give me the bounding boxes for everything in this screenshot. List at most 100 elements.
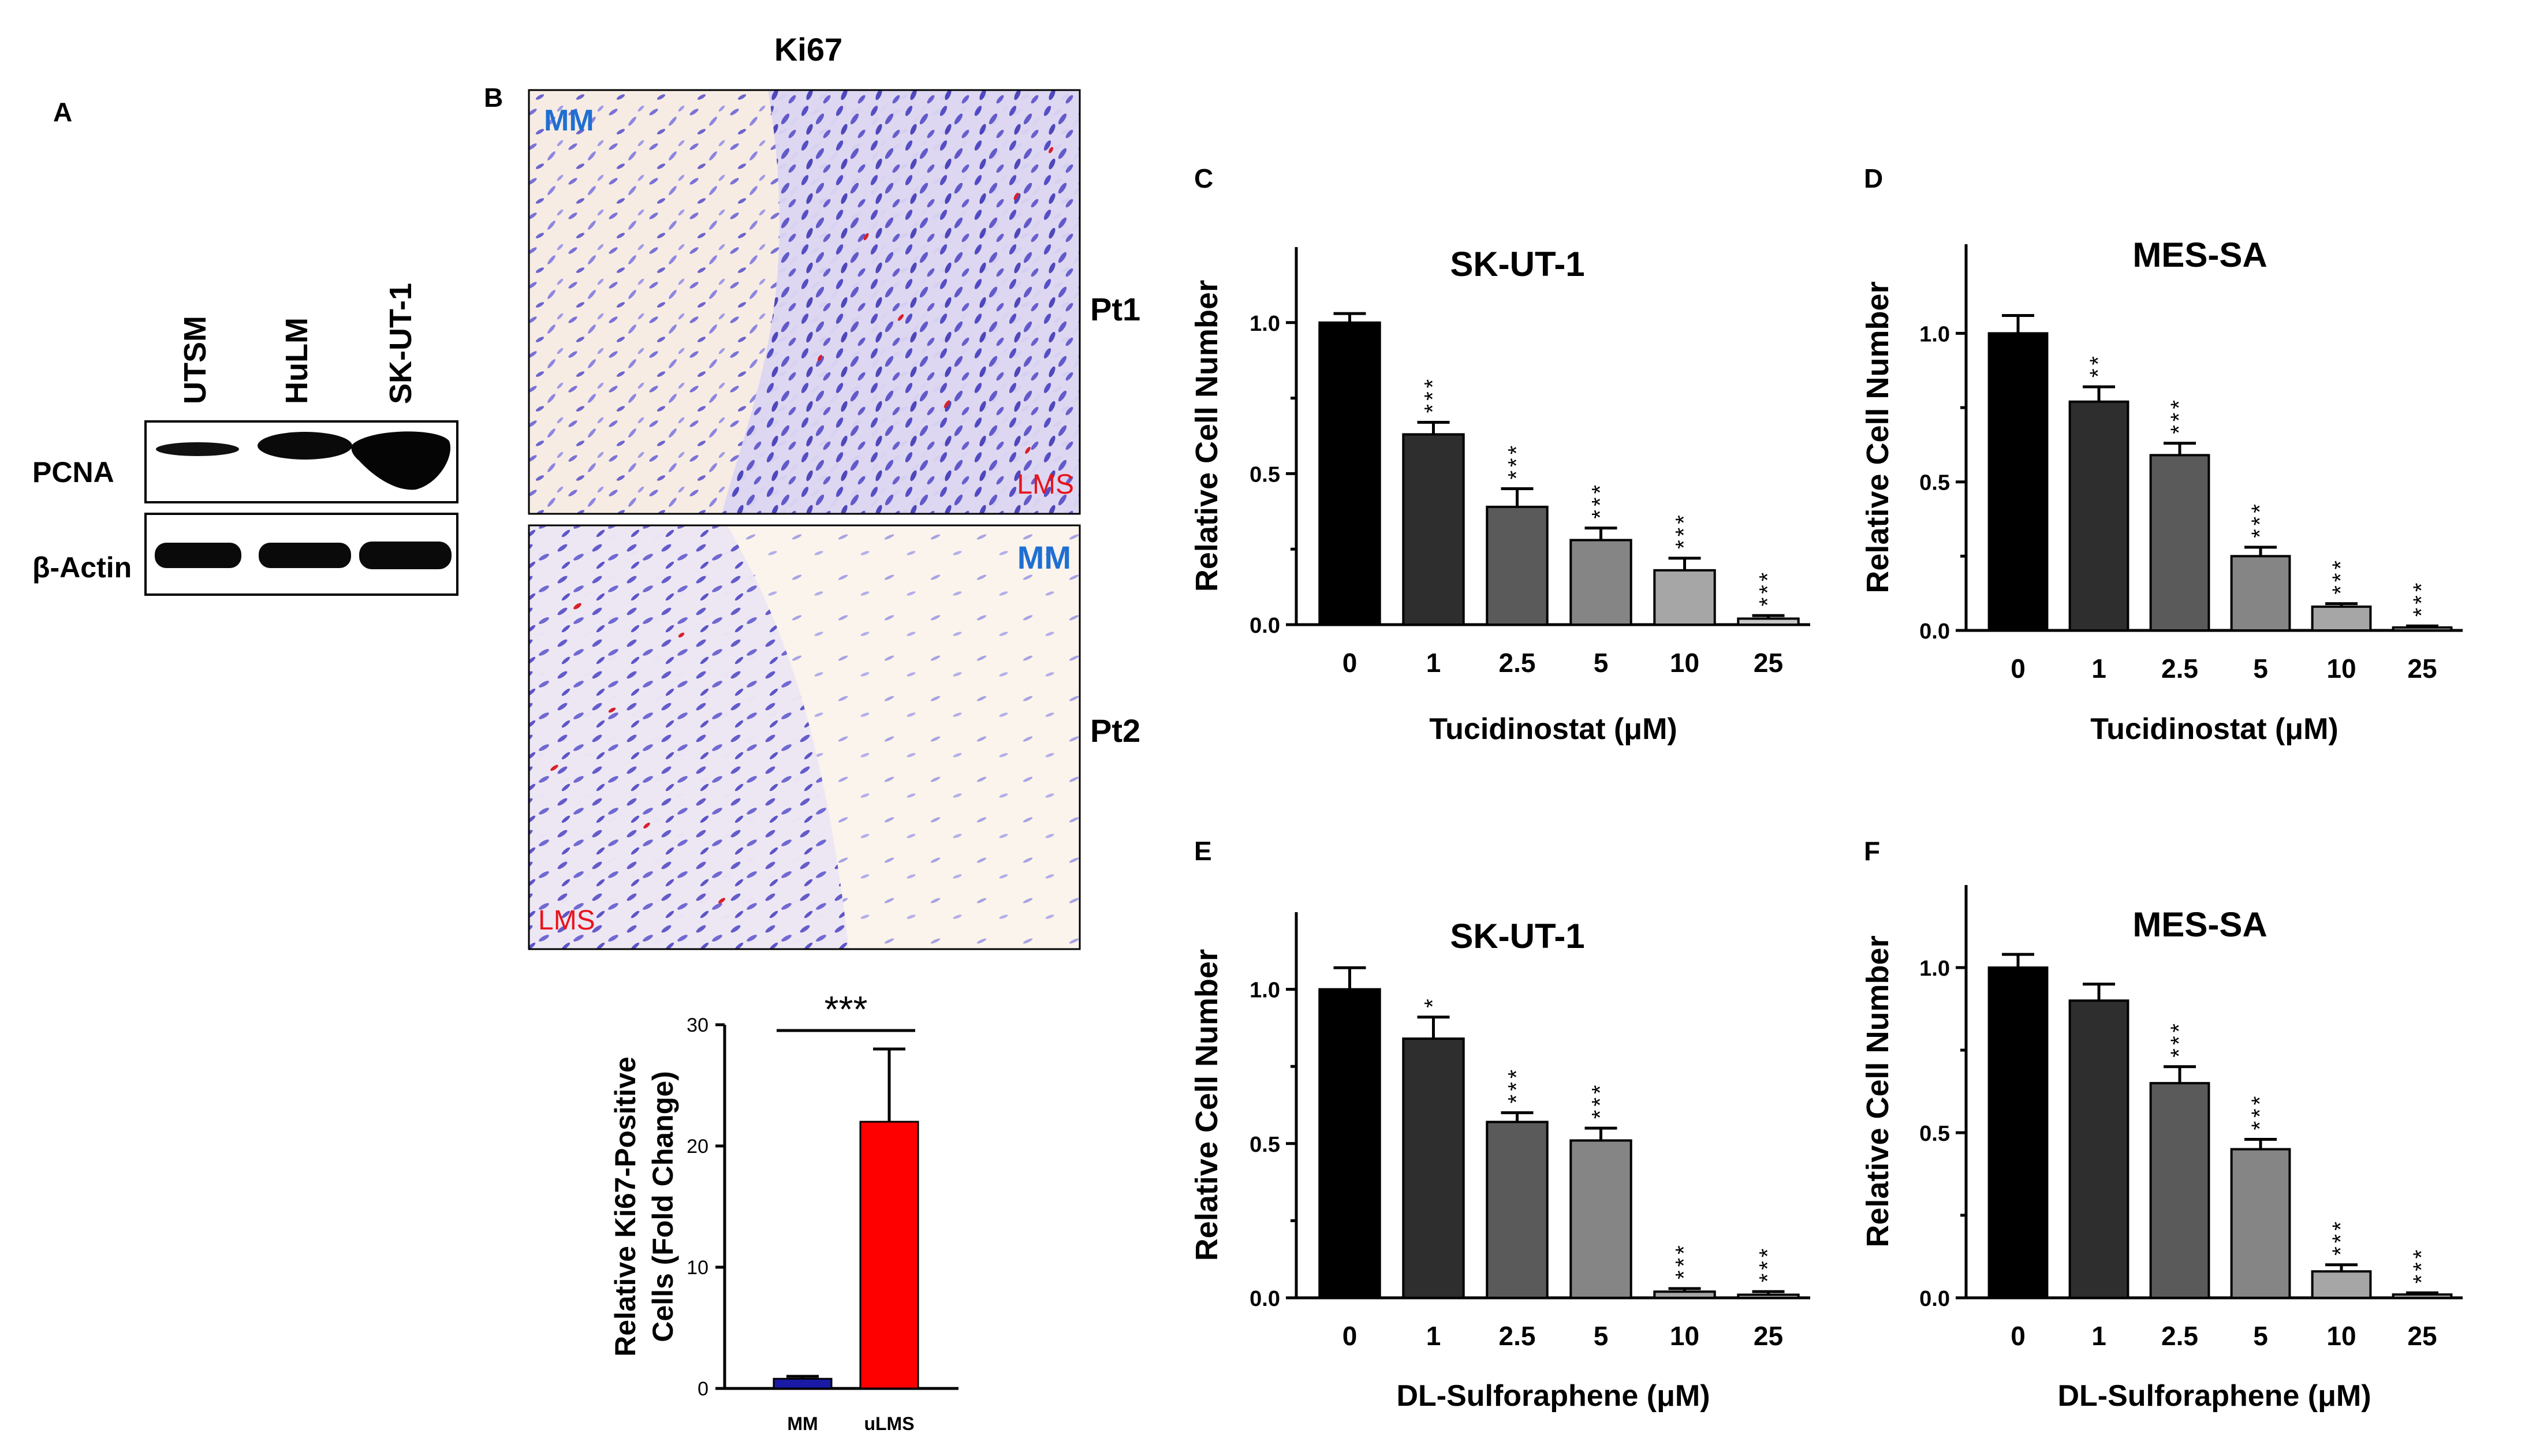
x-axis-label-c: Tucidinostat (μM) — [1429, 712, 1677, 746]
bar-f-0 — [1987, 966, 2049, 1299]
significance-c: *** — [1755, 569, 1781, 607]
bar-d-1 — [2068, 400, 2130, 632]
y-tick-label-d: 0.0 — [1919, 619, 1950, 644]
x-tick-label-ki67: uLMS — [864, 1413, 914, 1434]
y-tick-label-ki67: 10 — [687, 1257, 708, 1279]
significance-c: *** — [1420, 376, 1446, 413]
bar-e-1 — [1402, 1037, 1465, 1299]
y-axis-label-ki67-line1: Relative Ki67-Positive — [609, 1056, 642, 1357]
bar-d-5 — [2230, 555, 2291, 632]
bar-c-10 — [1653, 569, 1716, 626]
y-tick-label-ki67: 20 — [687, 1136, 708, 1158]
y-tick-label-d: 0.5 — [1919, 471, 1950, 495]
band-pcna-hulm — [258, 432, 352, 460]
bar-f-2.5 — [2149, 1082, 2210, 1299]
x-tick-label-c: 0 — [1342, 648, 1357, 678]
bar-e-25 — [1737, 1293, 1800, 1300]
x-tick-label-c: 25 — [1754, 648, 1783, 678]
x-tick-label-c: 2.5 — [1499, 648, 1536, 678]
bar-e-10 — [1653, 1290, 1716, 1300]
y-axis-label-c: Relative Cell Number — [1189, 280, 1224, 592]
panel-letter-e: E — [1194, 836, 1212, 866]
pt1-mm-label: MM — [544, 104, 594, 137]
significance-e: *** — [1755, 1245, 1781, 1283]
bar-ki67-uLMS — [859, 1121, 919, 1390]
y-axis-label-f: Relative Cell Number — [1860, 935, 1895, 1247]
band-actin-utsm — [155, 543, 241, 568]
x-tick-label-f: 10 — [2326, 1321, 2356, 1351]
chart-title-c: SK-UT-1 — [1450, 245, 1584, 283]
significance-e: *** — [1672, 1242, 1697, 1279]
band-actin-skut1 — [359, 542, 452, 569]
y-tick-label-c: 0.5 — [1250, 462, 1280, 487]
chart-title-d: MES-SA — [2132, 236, 2267, 274]
significance-d: *** — [2409, 580, 2434, 617]
significance-c: *** — [1672, 512, 1697, 549]
pt2-mm-label: MM — [1017, 539, 1071, 576]
x-tick-label-d: 10 — [2326, 654, 2356, 684]
significance-e: *** — [1504, 1066, 1530, 1104]
bar-f-25 — [2392, 1293, 2453, 1300]
bar-f-1 — [2068, 999, 2130, 1299]
bar-c-0 — [1318, 321, 1381, 626]
significance-c: *** — [1504, 442, 1530, 480]
y-tick-label-e: 0.0 — [1250, 1287, 1280, 1311]
x-tick-label-f: 25 — [2407, 1321, 2437, 1351]
bar-d-25 — [2392, 626, 2453, 632]
bar-e-0 — [1318, 988, 1381, 1299]
y-tick-label-c: 0.0 — [1250, 614, 1280, 638]
bar-f-5 — [2230, 1148, 2291, 1299]
bar-d-2.5 — [2149, 454, 2210, 632]
x-tick-label-d: 0 — [2011, 654, 2026, 684]
panel-letter-a: A — [53, 97, 72, 127]
pt2-lms-label: LMS — [538, 905, 595, 936]
x-tick-label-c: 5 — [1594, 648, 1609, 678]
bar-c-1 — [1402, 433, 1465, 626]
y-tick-label-f: 0.0 — [1919, 1287, 1950, 1311]
patient-label-pt2: Pt2 — [1090, 712, 1140, 749]
band-actin-hulm — [259, 543, 351, 568]
lane-label-utsm: UTSM — [178, 316, 212, 404]
significance-ki67: *** — [825, 988, 868, 1030]
bar-c-5 — [1569, 539, 1632, 626]
chart-e: 0.0 0.5 1.0 0 * 1 *** 2.5 *** 5 *** 10 *** 25 SK-UT-1 D… — [1189, 912, 1810, 1413]
x-tick-label-e: 10 — [1670, 1321, 1699, 1351]
chart-d: 0.0 0.5 1.0 0 ** 1 *** 2.5 *** 5 *** 10 *** 25 MES-SA T… — [1860, 236, 2463, 746]
y-tick-label-d: 1.0 — [1919, 322, 1950, 346]
patient-label-pt1: Pt1 — [1090, 291, 1140, 327]
significance-f: *** — [2328, 1218, 2354, 1256]
x-axis-label-f: DL-Sulforaphene (μM) — [2057, 1379, 2371, 1413]
x-tick-label-ki67: MM — [787, 1413, 818, 1434]
bar-c-25 — [1737, 617, 1800, 626]
chart-title-f: MES-SA — [2132, 905, 2267, 944]
panel-letter-f: F — [1864, 836, 1880, 866]
x-tick-label-e: 5 — [1594, 1321, 1609, 1351]
bar-ki67-MM — [773, 1377, 833, 1390]
x-axis-label-d: Tucidinostat (μM) — [2090, 712, 2338, 746]
significance-d: *** — [2166, 397, 2192, 434]
chart-c: 0.0 0.5 1.0 0 *** 1 *** 2.5 *** 5 *** 10 *** 25 SK-UT-… — [1189, 245, 1810, 746]
bar-e-2.5 — [1486, 1121, 1549, 1299]
y-axis-label-e: Relative Cell Number — [1189, 949, 1224, 1261]
y-axis-label-ki67-line2: Cells (Fold Change) — [647, 1071, 679, 1342]
significance-e: *** — [1588, 1081, 1613, 1119]
histology-image-pt2 — [528, 524, 1081, 950]
y-tick-label-f: 0.5 — [1919, 1122, 1950, 1146]
bar-c-2.5 — [1486, 505, 1549, 626]
bar-f-10 — [2311, 1270, 2372, 1299]
ki67-histology: Ki67 MM LMS Pt1 — [528, 31, 1140, 950]
bar-e-5 — [1569, 1139, 1632, 1300]
pt1-lms-label: LMS — [1017, 469, 1074, 500]
x-tick-label-d: 1 — [2091, 654, 2106, 684]
band-pcna-skut1 — [351, 431, 451, 490]
ki67-title: Ki67 — [774, 31, 842, 68]
significance-d: ** — [2086, 353, 2111, 378]
significance-d: *** — [2328, 557, 2354, 595]
chart-ki67-quantification: 0 10 20 30 MM uLMS *** Relative Ki67-Positive Ce… — [609, 988, 959, 1434]
band-pcna-utsm — [156, 442, 239, 456]
chart-f: 0.0 0.5 1.0 0 1 *** 2.5 *** 5 *** 10 *** 25 MES-SA DL-… — [1860, 885, 2463, 1413]
significance-f: *** — [2247, 1093, 2273, 1130]
x-tick-label-f: 2.5 — [2161, 1321, 2198, 1351]
x-tick-label-d: 25 — [2407, 654, 2437, 684]
